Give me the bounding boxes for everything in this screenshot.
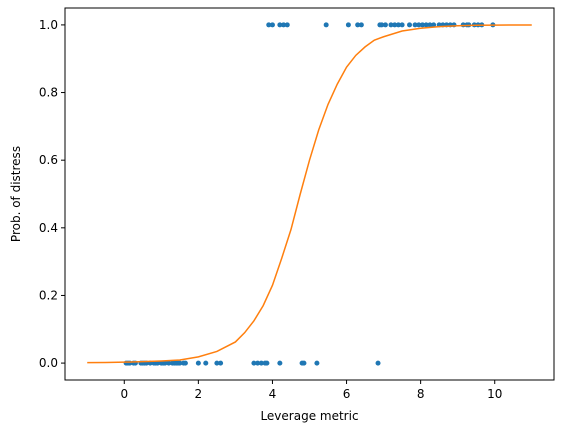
scatter-point-53 xyxy=(399,22,405,28)
scatter-point-48 xyxy=(379,22,385,28)
scatter-point-33 xyxy=(277,360,283,366)
scatter-point-15 xyxy=(162,360,168,366)
scatter-point-37 xyxy=(375,360,381,366)
axes-frame xyxy=(64,7,555,381)
y-tick-label-1: 0.2 xyxy=(39,288,58,302)
scatter-point-24 xyxy=(195,360,201,366)
scatter-point-27 xyxy=(218,360,224,366)
x-tick-label-0: 0 xyxy=(120,387,128,401)
scatter-point-30 xyxy=(258,360,264,366)
scatter-point-21 xyxy=(177,360,183,366)
x-tick-label-3: 6 xyxy=(343,387,351,401)
plot-area xyxy=(87,22,532,366)
scatter-point-32 xyxy=(264,360,270,366)
scatter-point-46 xyxy=(358,22,364,28)
scatter-point-57 xyxy=(419,22,425,28)
x-tick-label-2: 4 xyxy=(269,387,277,401)
y-tick-label-4: 0.8 xyxy=(39,86,58,100)
scatter-point-55 xyxy=(412,22,418,28)
scatter-point-44 xyxy=(345,22,351,28)
scatter-point-26 xyxy=(214,360,220,366)
y-axis-label: Prob. of distress xyxy=(9,146,23,242)
scatter-point-36 xyxy=(314,360,320,366)
x-tick-label-4: 8 xyxy=(417,387,425,401)
scatter-point-50 xyxy=(388,22,394,28)
scatter-point-41 xyxy=(281,22,287,28)
axes xyxy=(64,7,555,381)
scatter-point-28 xyxy=(251,360,257,366)
y-axis-ticks: 0.0 0.2 0.4 0.6 0.8 1.0 xyxy=(39,18,65,370)
x-axis-label: Leverage metric xyxy=(260,409,358,423)
scatter-point-35 xyxy=(301,360,307,366)
scatter-point-54 xyxy=(407,22,413,28)
scatter-point-51 xyxy=(392,22,398,28)
y-tick-label-5: 1.0 xyxy=(39,18,58,32)
scatter-point-43 xyxy=(323,22,329,28)
scatter-point-25 xyxy=(203,360,209,366)
scatter-point-16 xyxy=(166,360,172,366)
y-tick-label-0: 0.0 xyxy=(39,356,58,370)
x-tick-label-1: 2 xyxy=(195,387,203,401)
scatter-point-42 xyxy=(284,22,290,28)
scatter-point-59 xyxy=(427,22,433,28)
scatter-point-29 xyxy=(255,360,261,366)
scatter-point-58 xyxy=(423,22,429,28)
scatter-point-52 xyxy=(395,22,401,28)
y-tick-label-3: 0.6 xyxy=(39,153,58,167)
scatter-point-60 xyxy=(431,22,437,28)
scatter-point-45 xyxy=(355,22,361,28)
scatter-point-49 xyxy=(382,22,388,28)
scatter-point-23 xyxy=(182,360,188,366)
y-tick-label-2: 0.4 xyxy=(39,221,58,235)
fitted-curve xyxy=(87,24,532,364)
x-tick-label-5: 10 xyxy=(487,387,502,401)
scatter-point-38 xyxy=(266,22,272,28)
scatter-point-39 xyxy=(269,22,275,28)
x-axis-ticks: 0 2 4 6 8 10 xyxy=(120,380,502,401)
scatter-point-40 xyxy=(277,22,283,28)
scatter-point-56 xyxy=(416,22,422,28)
